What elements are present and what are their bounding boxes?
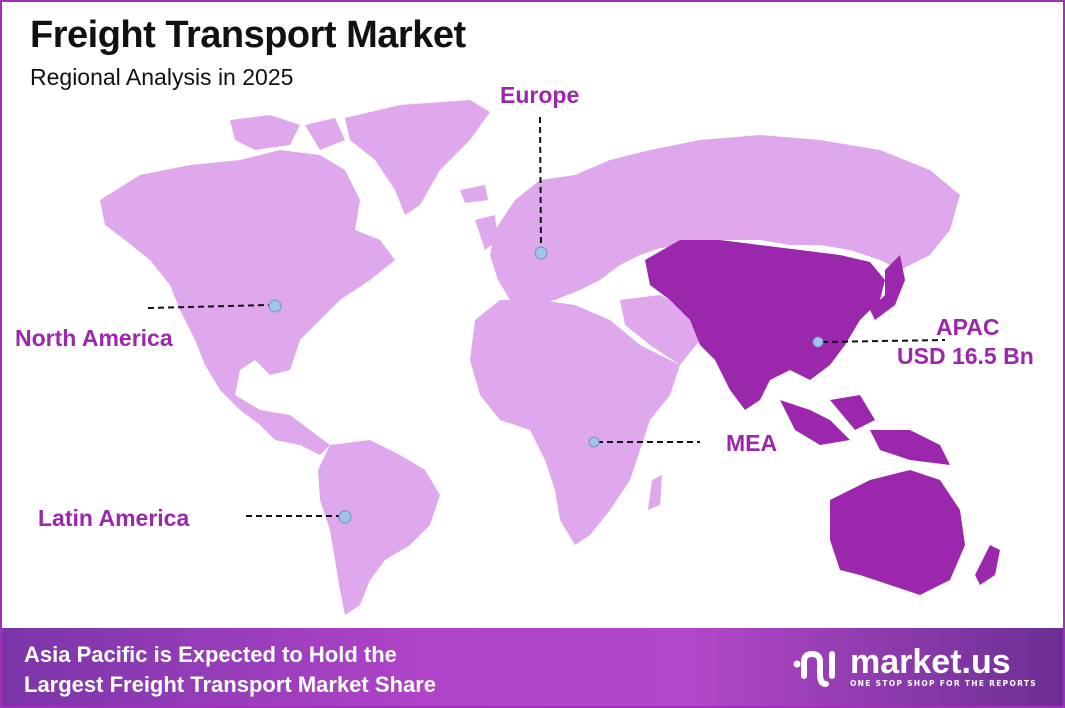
footer-line-1: Asia Pacific is Expected to Hold the xyxy=(24,642,397,667)
region-markers xyxy=(268,246,824,524)
marker-north-america xyxy=(268,299,282,313)
page-subtitle: Regional Analysis in 2025 xyxy=(30,64,294,90)
logo-tagline: ONE STOP SHOP FOR THE REPORTS xyxy=(850,678,1037,688)
label-mea: MEA xyxy=(726,430,778,456)
land-highlight-apac xyxy=(645,240,1000,595)
footer-text: Asia Pacific is Expected to Hold the Lar… xyxy=(24,640,436,700)
label-apac-value: USD 16.5 Bn xyxy=(897,343,1034,369)
market-us-logo: market.us ONE STOP SHOP FOR THE REPORTS xyxy=(792,642,1037,688)
footer-line-2: Largest Freight Transport Market Share xyxy=(24,672,436,697)
label-apac: APAC xyxy=(936,314,1000,340)
marker-latin-america xyxy=(338,510,352,524)
marker-europe xyxy=(534,246,548,260)
logo-mark-icon xyxy=(793,650,835,687)
footer-banner: Asia Pacific is Expected to Hold the Lar… xyxy=(2,628,1063,706)
label-latin-america: Latin America xyxy=(38,505,190,531)
label-north-america: North America xyxy=(15,325,173,351)
connector-lines xyxy=(147,116,946,517)
land-default xyxy=(100,100,960,615)
logo-name: market.us xyxy=(850,642,1011,681)
world-map xyxy=(100,100,1000,615)
marker-apac xyxy=(812,336,824,348)
page-title: Freight Transport Market xyxy=(30,14,466,56)
label-europe: Europe xyxy=(500,82,580,108)
marker-mea xyxy=(588,436,600,448)
